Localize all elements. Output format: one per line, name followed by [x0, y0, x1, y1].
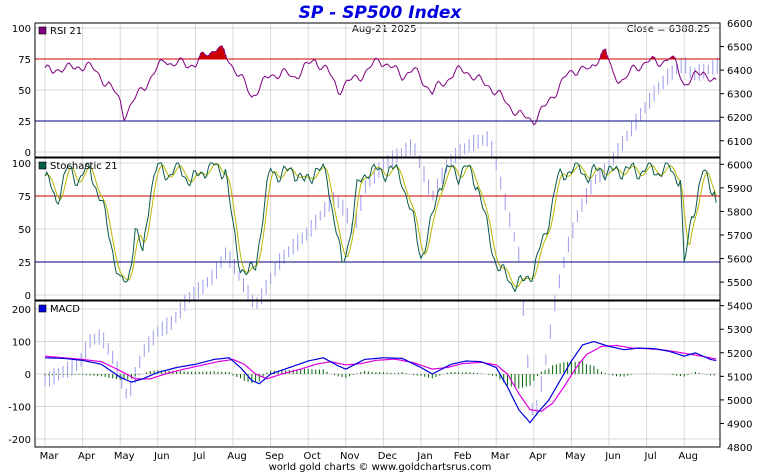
- y-tick-label: -200: [8, 435, 31, 446]
- x-tick-label: Mar: [40, 451, 60, 462]
- y-tick-label: 50: [18, 86, 31, 97]
- close-label: Close = 6388.25: [626, 24, 710, 35]
- panel-title: MACD: [50, 304, 80, 315]
- chart-title: SP - SP500 Index: [298, 3, 462, 23]
- price-tick-label: 6500: [727, 43, 752, 54]
- y-tick-label: 25: [18, 117, 31, 128]
- macd-histogram: [44, 360, 715, 389]
- panel-frame: [34, 157, 721, 301]
- footer-credit: world gold charts © www.goldchartsrus.co…: [268, 462, 492, 473]
- stochastic-d-line: [44, 163, 717, 288]
- price-tick-label: 5800: [727, 207, 752, 218]
- y-tick-label: 100: [12, 24, 31, 35]
- macd-line: [45, 340, 717, 424]
- price-tick-label: 6300: [727, 90, 752, 101]
- price-tick-label: 5300: [727, 325, 752, 336]
- x-tick-label: Mar: [491, 451, 511, 462]
- price-tick-label: 6400: [727, 66, 752, 77]
- price-tick-label: 5900: [727, 184, 752, 195]
- rsi-line: [44, 45, 717, 126]
- price-tick-label: 5100: [727, 372, 752, 383]
- x-tick-label: Jun: [153, 451, 170, 462]
- y-tick-label: 25: [18, 258, 31, 269]
- price-tick-label: 6200: [727, 113, 752, 124]
- panel-legend-swatch: [38, 161, 47, 170]
- x-tick-label: Aug: [678, 451, 698, 462]
- price-tick-label: 4900: [727, 419, 752, 430]
- y-tick-label: 0: [25, 291, 31, 302]
- x-tick-label: Apr: [78, 451, 96, 462]
- panel-legend-swatch: [38, 26, 47, 35]
- panel-frame: [34, 300, 721, 448]
- macd-signal-line: [44, 344, 717, 412]
- price-tick-label: 5200: [727, 349, 752, 360]
- price-tick-label: 6000: [727, 160, 752, 171]
- y-tick-label: 50: [18, 225, 31, 236]
- x-tick-label: Sep: [265, 451, 284, 462]
- price-tick-label: 4800: [727, 443, 752, 454]
- stochastic-k-line: [44, 162, 717, 293]
- y-tick-label: -100: [8, 402, 31, 413]
- date-label: Aug-21 2025: [352, 24, 417, 35]
- x-tick-label: May: [114, 451, 135, 462]
- x-tick-label: May: [565, 451, 586, 462]
- panel-title: RSI 21: [50, 26, 82, 37]
- x-tick-label: Jun: [604, 451, 621, 462]
- y-tick-label: 0: [25, 370, 31, 381]
- x-tick-label: Dec: [378, 451, 397, 462]
- x-tick-label: Apr: [529, 451, 547, 462]
- price-tick-label: 5400: [727, 302, 752, 313]
- y-tick-label: 200: [12, 305, 31, 316]
- x-tick-label: Nov: [340, 451, 360, 462]
- x-tick-label: Aug: [227, 451, 247, 462]
- price-bars: [44, 57, 718, 416]
- x-tick-label: Feb: [454, 451, 472, 462]
- y-tick-label: 0: [25, 148, 31, 159]
- x-tick-label: Jan: [416, 451, 432, 462]
- price-tick-label: 5500: [727, 278, 752, 289]
- y-tick-label: 100: [12, 159, 31, 170]
- y-tick-label: 100: [12, 338, 31, 349]
- x-tick-label: Jul: [644, 451, 657, 462]
- y-tick-label: 75: [18, 192, 31, 203]
- price-tick-label: 5700: [727, 231, 752, 242]
- x-tick-label: Jul: [192, 451, 205, 462]
- price-tick-label: 5000: [727, 396, 752, 407]
- panel-title: Stochastic 21: [50, 161, 118, 172]
- price-tick-label: 6100: [727, 137, 752, 148]
- price-tick-label: 5600: [727, 255, 752, 266]
- panel-legend-swatch: [38, 304, 47, 313]
- y-tick-label: 75: [18, 55, 31, 66]
- panel-frame: [34, 22, 721, 158]
- x-tick-label: Oct: [304, 451, 321, 462]
- price-tick-label: 6600: [727, 19, 752, 30]
